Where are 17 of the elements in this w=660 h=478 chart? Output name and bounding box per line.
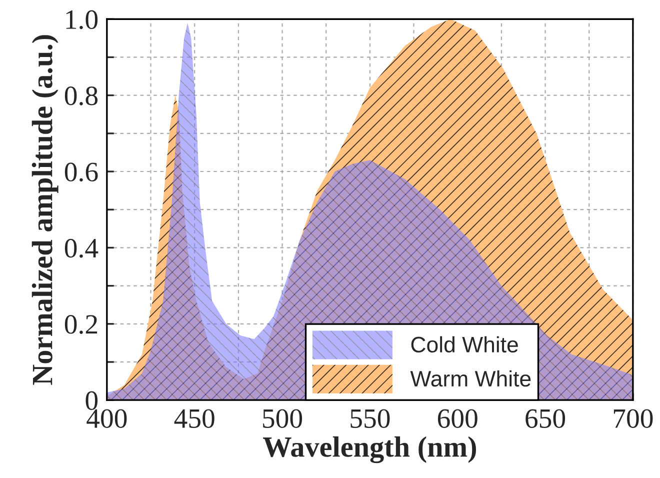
y-tick-label: 0.6 xyxy=(64,162,98,182)
y-tick-label: 0.8 xyxy=(64,86,98,106)
x-tick-label: 650 xyxy=(526,409,566,428)
y-tick-label: 0 xyxy=(86,391,98,410)
y-tick-label: 0.4 xyxy=(64,238,98,258)
y-tick-label: 0.2 xyxy=(64,315,98,334)
legend-label: Cold White xyxy=(411,336,518,353)
x-tick-label: 700 xyxy=(614,409,653,428)
y-tick-label: 1.0 xyxy=(66,10,98,30)
x-tick-label: 600 xyxy=(438,409,478,428)
x-axis-title: Wavelength (nm) xyxy=(263,436,476,464)
x-tick-label: 500 xyxy=(263,409,302,428)
x-tick-label: 550 xyxy=(350,409,390,428)
legend-label: Warm White xyxy=(410,370,531,387)
x-tick-label: 450 xyxy=(174,409,214,428)
y-axis-title: Normalized amplitude (a.u.) xyxy=(32,35,58,385)
x-tick-label: 400 xyxy=(86,409,127,428)
